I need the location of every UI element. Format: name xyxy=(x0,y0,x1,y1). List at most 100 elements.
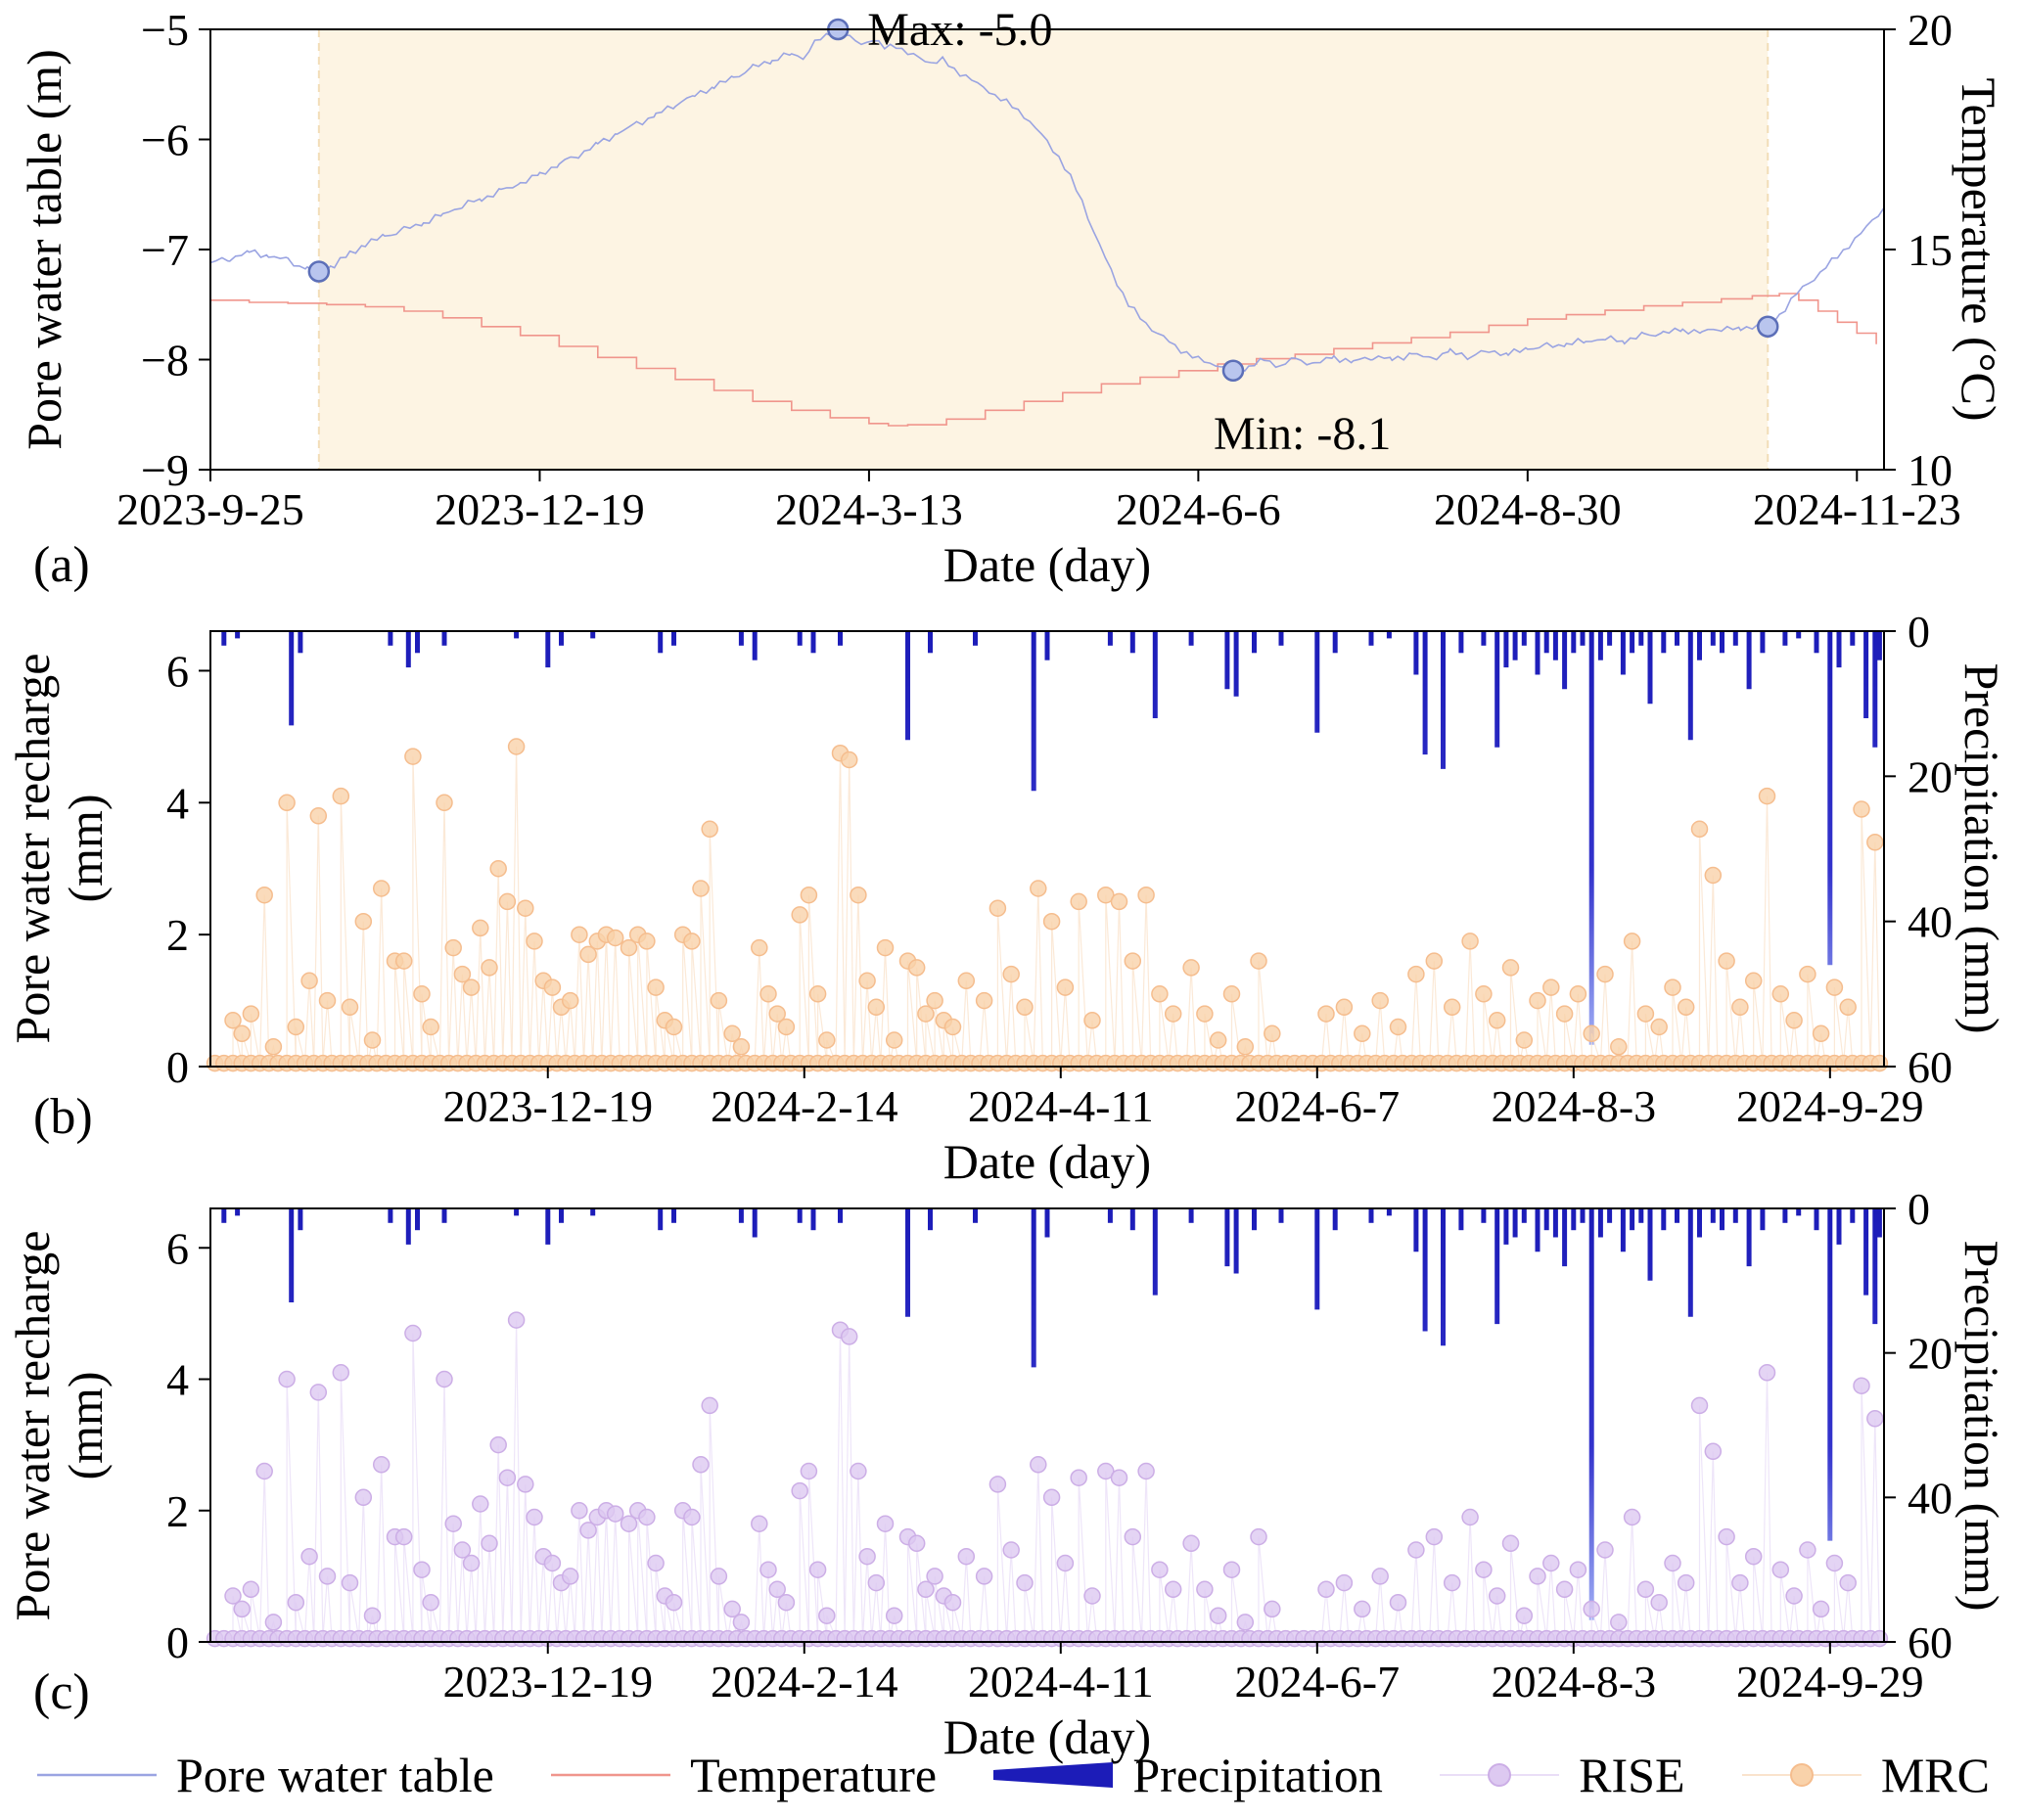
panel-b-recharge-marker xyxy=(233,1024,251,1043)
panel-b-recharge-marker xyxy=(1555,1005,1574,1023)
panel-b-recharge-marker xyxy=(1182,959,1200,977)
panel-c-recharge-marker xyxy=(1407,1541,1425,1559)
panel-c-recharge-marker xyxy=(1529,1568,1546,1585)
panel-c-recharge-marker xyxy=(444,1515,462,1532)
panel-b-recharge-marker xyxy=(1744,972,1763,990)
panel-b-recharge-marker xyxy=(444,938,462,957)
panel-b-yl-ticklabel: 4 xyxy=(166,778,189,828)
panel-b-recharge-marker xyxy=(1407,965,1425,983)
panel-c-recharge-marker xyxy=(1250,1527,1267,1546)
panel-b-recharge-marker xyxy=(1501,959,1520,977)
panel-c-yl-ticklabel: 6 xyxy=(166,1223,189,1273)
panel-c-recharge-marker xyxy=(917,1580,935,1599)
panel-b-recharge-marker xyxy=(1785,1012,1803,1029)
panel-c-recharge-marker xyxy=(1182,1534,1200,1553)
panel-c-recharge-marker xyxy=(1124,1527,1142,1546)
extreme-marker xyxy=(1221,359,1245,382)
panel-b-recharge-marker xyxy=(943,1018,962,1036)
panel-b-recharge-marker xyxy=(1222,985,1241,1003)
panel-b-recharge-marker xyxy=(665,1018,683,1036)
panel-c-recharge-marker xyxy=(1569,1561,1587,1578)
panel-c-recharge-marker xyxy=(850,1462,867,1480)
panel-c-recharge-marker xyxy=(300,1547,318,1566)
panel-c-recharge-marker xyxy=(1825,1554,1844,1572)
panel-c-recharge-marker xyxy=(957,1547,976,1566)
panel-a-yr-ticklabel: 10 xyxy=(1908,445,1953,495)
panel-b-recharge-marker xyxy=(1677,998,1695,1017)
panel-b-recharge-marker xyxy=(1718,952,1735,970)
extreme-marker xyxy=(1757,315,1779,338)
panel-b-yr-ticklabel: 20 xyxy=(1908,751,1953,801)
panel-b-x-ticklabel: 2024-4-11 xyxy=(968,1081,1154,1131)
panel-a-ylabel-left: Pore water table (m) xyxy=(17,49,71,450)
panel-b-recharge-marker xyxy=(571,926,588,943)
panel-b-recharge-marker xyxy=(481,959,498,977)
panel-c-recharge-marker xyxy=(1354,1600,1371,1618)
panel-b-recharge-marker xyxy=(777,1018,796,1036)
panel-b-recharge-marker xyxy=(1515,1031,1534,1049)
legend-label-0: Pore water table xyxy=(176,1748,494,1802)
panel-b-recharge-marker xyxy=(543,978,562,996)
panel-b-recharge-marker xyxy=(1690,820,1709,839)
panel-c-recharge-marker xyxy=(543,1554,562,1572)
panel-c-recharge-marker xyxy=(1623,1508,1641,1526)
panel-b-recharge-marker xyxy=(1853,800,1870,818)
panel-b-recharge-marker xyxy=(1151,985,1169,1003)
panel-b-recharge-marker xyxy=(1250,952,1267,970)
panel-b-recharge-marker xyxy=(363,1031,382,1049)
panel-b-recharge-marker xyxy=(1002,965,1020,983)
panel-c-yl-ticklabel: 2 xyxy=(166,1486,189,1536)
panel-c-recharge-marker xyxy=(768,1580,786,1599)
panel-b-recharge-marker xyxy=(354,912,373,931)
panel-b-recharge-marker xyxy=(1016,998,1034,1017)
panel-b-recharge-marker xyxy=(710,991,728,1010)
panel-b-recharge-marker xyxy=(472,919,489,937)
panel-b-recharge-marker xyxy=(867,998,886,1017)
panel-c-recharge-marker xyxy=(1744,1547,1763,1566)
panel-c-recharge-marker xyxy=(1042,1488,1061,1507)
panel-b-recharge-marker xyxy=(1236,1038,1255,1056)
panel-c-recharge-marker xyxy=(692,1456,710,1474)
panel-b-yl-ticklabel: 2 xyxy=(166,910,189,960)
panel-c-recharge-marker xyxy=(1555,1580,1574,1599)
panel-b-recharge-marker xyxy=(1209,1031,1227,1049)
panel-b-recharge-marker xyxy=(1636,1005,1655,1023)
panel-a-x-ticklabel: 2023-12-19 xyxy=(435,484,645,534)
panel-b-recharge-marker xyxy=(606,929,624,947)
panel-c-recharge-marker xyxy=(647,1554,665,1572)
panel-b-recharge-marker xyxy=(1812,1024,1830,1043)
panel-b-recharge-marker xyxy=(1083,1012,1101,1029)
panel-c-recharge-marker xyxy=(1812,1600,1830,1618)
panel-b-recharge-marker xyxy=(300,972,318,990)
panel-c-recharge-marker xyxy=(1758,1364,1776,1382)
panel-a-yl-ticklabel: −6 xyxy=(141,115,189,165)
panel-b-recharge-marker xyxy=(372,880,391,897)
observation-period-shading xyxy=(318,30,1769,469)
panel-b-recharge-marker xyxy=(1137,886,1155,904)
panel-b-recharge-marker xyxy=(858,972,876,990)
panel-c-yr-ticklabel: 0 xyxy=(1908,1184,1930,1234)
panel-b-ylabel-line1: Pore water recharge xyxy=(5,653,60,1044)
panel-b-recharge-marker xyxy=(1488,1012,1506,1029)
legend: Pore water table Temperature Precipitation… xyxy=(0,1740,2023,1810)
legend-swatch-4 xyxy=(1741,1763,1862,1787)
panel-c-recharge-marker xyxy=(1690,1396,1709,1415)
panel-b-recharge-marker xyxy=(1110,892,1128,911)
panel-c-recharge-marker xyxy=(1785,1587,1803,1605)
panel-c-recharge-marker xyxy=(242,1580,260,1599)
panel-a-letter: (a) xyxy=(33,537,90,593)
legend-label-2: Precipitation xyxy=(1132,1748,1383,1802)
panel-c-recharge-marker xyxy=(1335,1573,1354,1592)
legend-swatch-0 xyxy=(37,1773,157,1777)
panel-c-recharge-marker xyxy=(255,1462,273,1480)
panel-b-x-ticklabel: 2024-6-7 xyxy=(1234,1081,1400,1131)
panel-c-recharge-marker xyxy=(907,1534,926,1553)
panel-b-recharge-marker xyxy=(224,1012,242,1029)
panel-b-recharge-marker xyxy=(278,794,296,812)
panel-b-x-ticklabel: 2024-9-29 xyxy=(1736,1081,1924,1131)
panel-b-recharge-marker xyxy=(1731,998,1749,1017)
panel-c-recharge-marker xyxy=(759,1561,777,1578)
panel-c-recharge-marker xyxy=(1056,1554,1075,1572)
